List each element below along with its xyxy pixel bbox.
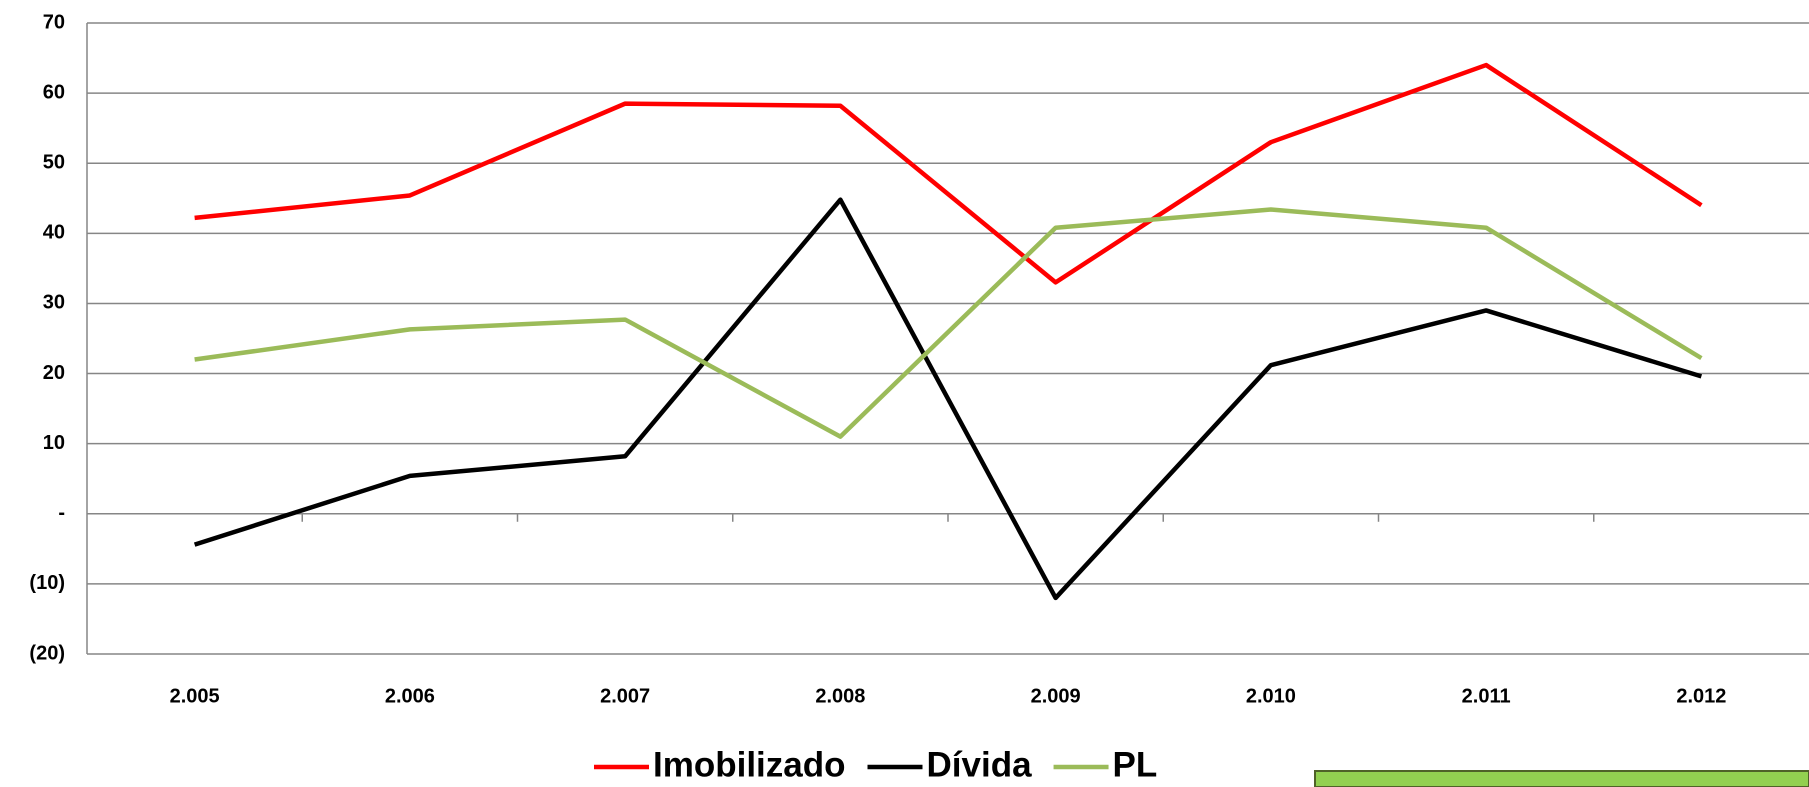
y-tick-label: 30 (43, 292, 65, 314)
series-line (193, 197, 1703, 601)
legend-label: PL (1113, 745, 1158, 784)
legend-label: Imobilizado (653, 745, 846, 784)
x-tick-label: 2.006 (385, 685, 435, 707)
decor-box (1314, 770, 1809, 787)
y-tick-label: 20 (43, 362, 65, 384)
x-tick-label: 2.012 (1676, 685, 1726, 707)
x-tick-label: 2.005 (170, 685, 220, 707)
y-tick-label: 10 (43, 432, 65, 454)
y-tick-label: 40 (43, 222, 65, 244)
x-tick-label: 2.008 (815, 685, 865, 707)
x-tick-label: 2.011 (1462, 685, 1511, 707)
y-tick-label: - (58, 502, 65, 524)
y-tick-label: (10) (29, 572, 65, 594)
series-line (194, 62, 1703, 285)
x-tick-label: 2.010 (1246, 685, 1296, 707)
x-tick-label: 2.009 (1031, 685, 1081, 707)
legend-label: Dívida (927, 745, 1033, 784)
y-tick-label: 50 (43, 152, 65, 174)
y-tick-label: 60 (43, 81, 65, 103)
series-line (194, 207, 1703, 439)
y-tick-label: (20) (29, 642, 65, 664)
x-tick-label: 2.007 (600, 685, 650, 707)
y-tick-label: 70 (43, 11, 65, 33)
